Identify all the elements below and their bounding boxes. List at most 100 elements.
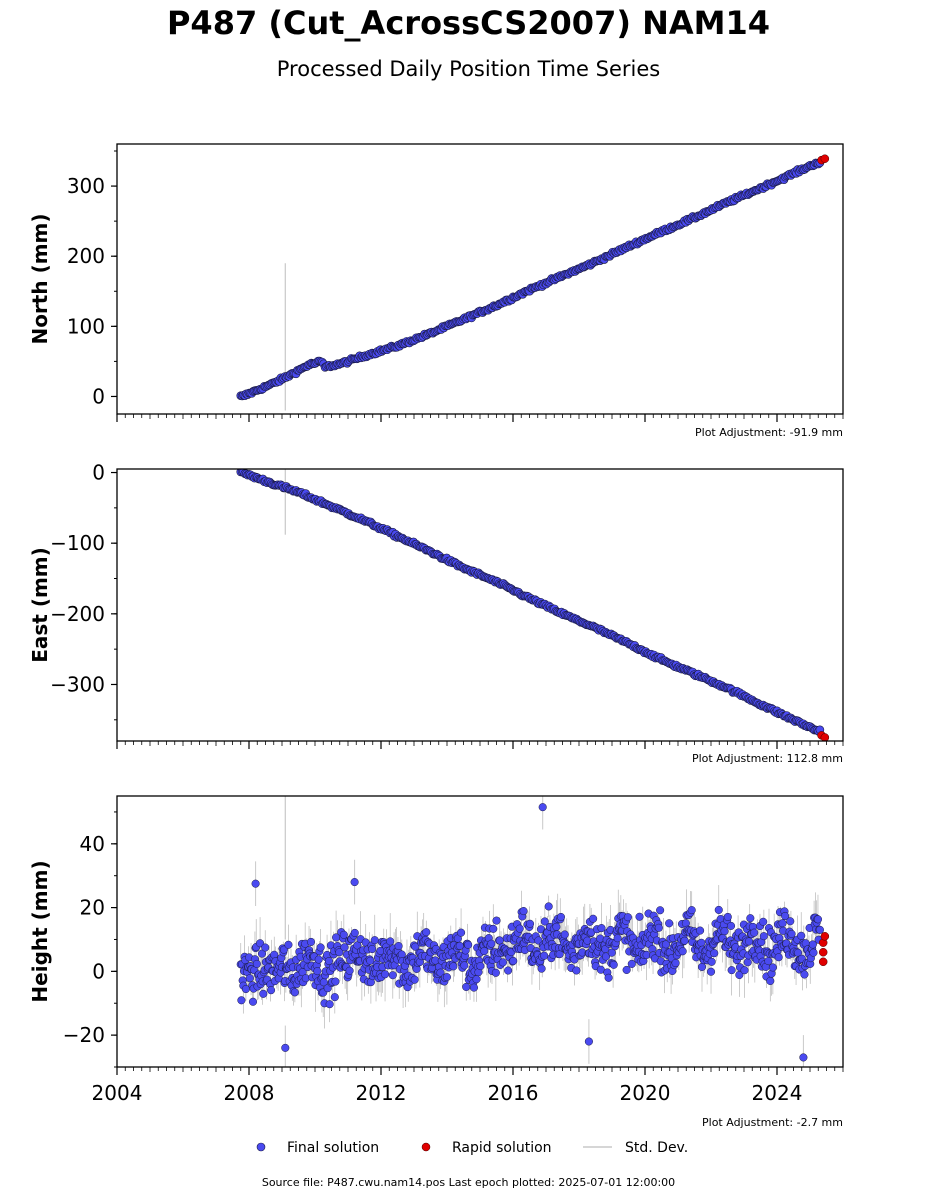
final-point <box>313 967 322 976</box>
rapid-point <box>820 932 830 941</box>
final-point <box>325 1000 334 1009</box>
final-point <box>744 937 754 946</box>
x-tick-label: 2012 <box>356 1081 407 1105</box>
final-point <box>436 968 445 977</box>
y-tick-label: 0 <box>92 384 105 408</box>
final-point <box>324 956 334 966</box>
rapid-point <box>818 957 828 967</box>
legend-stddev-label: Std. Dev. <box>625 1140 688 1156</box>
final-point <box>480 946 489 956</box>
y-tick-label: −200 <box>50 602 105 626</box>
final-point <box>589 914 598 923</box>
final-point <box>464 940 473 949</box>
figure-subtitle: Processed Daily Position Time Series <box>276 57 661 81</box>
final-point <box>410 975 419 984</box>
final-point <box>680 936 689 945</box>
final-point <box>330 993 339 1002</box>
final-point <box>261 943 270 952</box>
final-point <box>787 929 796 938</box>
rapid-point <box>820 154 830 163</box>
y-axis-label: East (mm) <box>28 547 52 663</box>
final-point <box>515 924 524 933</box>
final-point <box>635 912 644 921</box>
final-point <box>237 996 246 1005</box>
plot-adjustment-label: Plot Adjustment: -2.7 mm <box>702 1116 843 1129</box>
final-point <box>366 956 375 965</box>
y-axis-label: North (mm) <box>28 213 52 344</box>
final-point <box>388 971 397 980</box>
panel-north: 0 100 200 300 North (mm) Plot Adjustment: -91… <box>28 143 844 439</box>
final-point <box>678 947 687 956</box>
rapid-point <box>820 733 830 741</box>
final-point <box>746 914 755 923</box>
final-point <box>710 949 719 958</box>
final-point <box>339 930 348 939</box>
final-point <box>469 983 479 992</box>
rapid-point <box>818 947 828 957</box>
final-point <box>487 939 496 948</box>
final-point <box>623 913 632 922</box>
y-tick-label: 0 <box>92 461 105 485</box>
final-point <box>540 917 549 926</box>
legend-rapid-marker <box>421 1142 431 1152</box>
final-point <box>460 961 469 970</box>
final-point <box>597 924 606 933</box>
final-point <box>540 951 549 960</box>
final-point <box>492 916 501 925</box>
y-tick-label: −20 <box>63 1023 105 1047</box>
final-point <box>707 957 716 966</box>
final-point <box>654 923 663 932</box>
plot-adjustment-label: Plot Adjustment: 112.8 mm <box>692 752 843 765</box>
final-point <box>799 1053 808 1062</box>
final-point <box>665 919 674 928</box>
final-point <box>774 953 783 962</box>
final-point <box>314 955 323 964</box>
x-tick-label: 2024 <box>752 1081 803 1105</box>
panel-height: −20 0 20 40 2004 2008 2012 2016 2020 2024 Height (… <box>28 795 844 1129</box>
y-tick-label: 300 <box>67 174 105 198</box>
final-point <box>316 943 325 952</box>
final-point <box>697 938 706 947</box>
final-point <box>720 927 729 936</box>
y-tick-label: 20 <box>80 896 105 920</box>
final-point <box>800 970 809 979</box>
final-point <box>687 906 696 915</box>
source-footer: Source file: P487.cwu.nam14.pos Last epo… <box>261 1176 676 1189</box>
legend: Final solution Rapid solution Std. Dev. <box>256 1140 688 1156</box>
data-layer <box>236 796 830 1067</box>
x-tick-label: 2016 <box>488 1081 539 1105</box>
final-point <box>266 986 276 995</box>
final-point <box>759 932 768 941</box>
final-point <box>661 940 670 949</box>
final-point <box>607 948 616 957</box>
final-point <box>797 931 806 940</box>
final-point <box>525 919 535 928</box>
final-point <box>743 958 752 967</box>
plot-adjustment-label: Plot Adjustment: -91.9 mm <box>695 426 843 439</box>
final-point <box>281 1043 290 1052</box>
final-point <box>259 989 268 998</box>
final-point <box>350 878 359 887</box>
final-point <box>350 928 359 937</box>
y-tick-label: −100 <box>50 531 105 555</box>
final-point <box>422 928 431 937</box>
legend-rapid-label: Rapid solution <box>452 1140 552 1156</box>
y-tick-label: 200 <box>67 244 105 268</box>
final-point <box>544 902 553 911</box>
final-point <box>697 962 707 971</box>
final-point <box>498 958 507 967</box>
final-point <box>556 912 565 922</box>
final-point <box>815 925 824 934</box>
panel-east: 0 −100 −200 −300 East (mm) Plot Adjustment: 1… <box>28 461 844 765</box>
final-point <box>252 959 261 968</box>
x-tick-label: 2020 <box>620 1081 671 1105</box>
final-point <box>572 966 581 975</box>
final-point <box>671 958 680 968</box>
data-layer <box>236 154 830 411</box>
x-tick-label: 2008 <box>224 1081 275 1105</box>
final-point <box>489 924 498 933</box>
data-layer <box>236 469 830 741</box>
final-point <box>706 967 716 976</box>
final-point <box>723 912 732 922</box>
